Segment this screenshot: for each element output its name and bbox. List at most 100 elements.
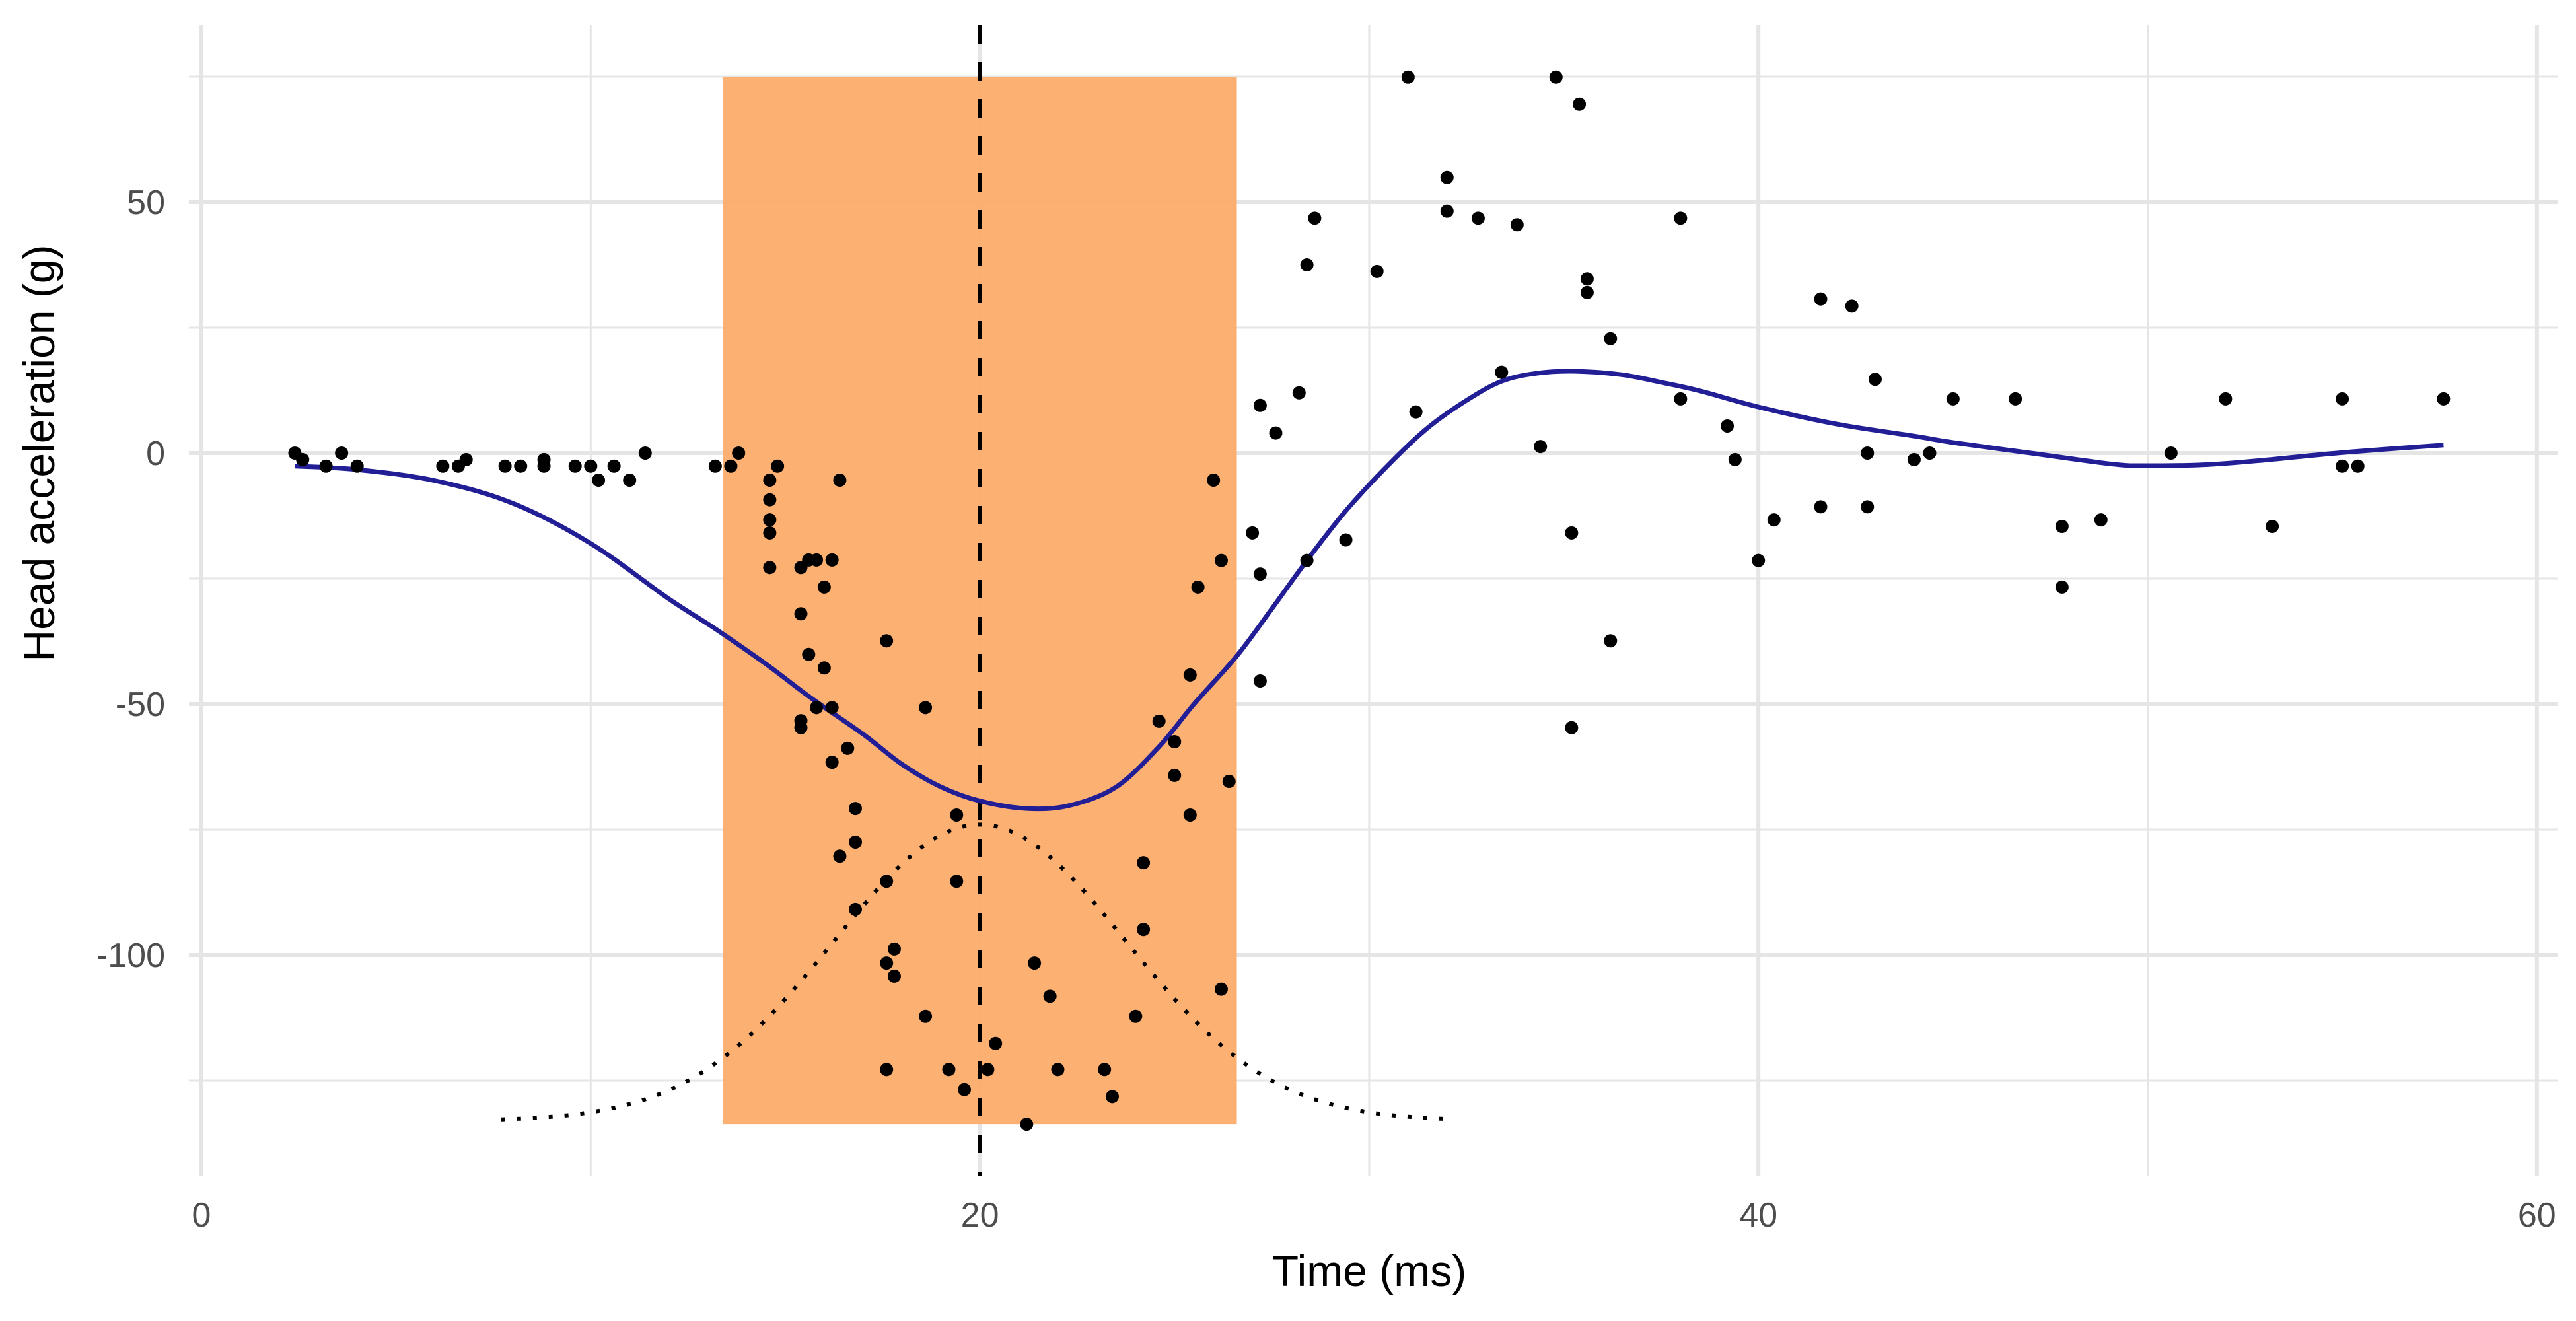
data-point xyxy=(2437,392,2451,406)
data-point xyxy=(919,1009,933,1023)
data-point xyxy=(1440,170,1454,184)
data-point xyxy=(1674,211,1688,225)
data-point xyxy=(763,493,777,507)
data-point xyxy=(1308,211,1322,225)
data-point xyxy=(2009,392,2022,406)
data-point xyxy=(1028,956,1042,970)
data-point xyxy=(880,1063,894,1077)
data-point xyxy=(1674,392,1688,406)
data-point xyxy=(592,474,606,487)
grid-layer xyxy=(189,25,2558,1176)
data-point xyxy=(638,446,652,460)
data-point xyxy=(1923,446,1937,460)
data-point xyxy=(825,756,839,769)
y-tick-label: 50 xyxy=(127,184,165,222)
data-point xyxy=(1752,553,1766,567)
data-point xyxy=(1580,285,1594,299)
data-point xyxy=(794,721,808,734)
data-point xyxy=(1168,768,1182,782)
data-point xyxy=(1580,272,1594,286)
reference-layer xyxy=(501,25,1455,1176)
data-point xyxy=(1573,97,1587,111)
data-point xyxy=(1269,426,1283,440)
data-point xyxy=(887,942,901,956)
data-point xyxy=(1565,526,1579,540)
data-point xyxy=(1129,1009,1143,1023)
data-point xyxy=(537,459,551,473)
data-point xyxy=(1168,735,1182,748)
gaussian-dotted-curve xyxy=(501,822,1455,1122)
data-point xyxy=(763,513,777,527)
y-tick-label: 0 xyxy=(146,435,165,473)
data-point xyxy=(1471,211,1485,225)
data-point xyxy=(459,452,473,466)
data-point xyxy=(841,741,855,755)
data-point xyxy=(1253,398,1267,412)
data-point xyxy=(1214,982,1228,996)
data-point xyxy=(436,459,450,473)
data-point xyxy=(1020,1118,1034,1131)
data-point xyxy=(1767,513,1781,527)
data-point xyxy=(1401,70,1415,84)
data-point xyxy=(763,526,777,540)
y-tick-label: -50 xyxy=(116,686,165,724)
data-point xyxy=(2094,513,2108,527)
data-point xyxy=(981,1063,995,1077)
data-point xyxy=(810,553,824,567)
data-point xyxy=(1137,923,1151,937)
data-point xyxy=(1861,500,1875,514)
data-point xyxy=(514,459,528,473)
data-point xyxy=(708,459,722,473)
data-point xyxy=(623,474,637,487)
data-point xyxy=(1222,775,1236,789)
data-point xyxy=(2351,459,2365,473)
data-point xyxy=(802,647,816,661)
data-point xyxy=(1253,674,1267,688)
data-point xyxy=(2055,580,2069,594)
data-point xyxy=(584,459,598,473)
data-point xyxy=(1300,258,1314,271)
data-point xyxy=(942,1063,956,1077)
data-point xyxy=(498,459,512,473)
data-point xyxy=(763,474,777,487)
x-axis-title: Time (ms) xyxy=(1272,1246,1467,1295)
data-point xyxy=(1191,580,1205,594)
data-point xyxy=(887,969,901,983)
data-point xyxy=(1721,419,1735,433)
x-tick-label: 0 xyxy=(192,1196,211,1234)
data-point xyxy=(350,459,364,473)
data-point xyxy=(1814,292,1828,306)
data-point xyxy=(1549,70,1563,84)
point-layer xyxy=(288,70,2451,1131)
data-point xyxy=(2219,392,2233,406)
data-point xyxy=(1370,264,1384,278)
data-point xyxy=(950,808,964,822)
data-point xyxy=(1214,553,1228,567)
data-point xyxy=(1292,386,1306,400)
data-point xyxy=(1043,989,1057,1003)
data-point xyxy=(989,1036,1003,1050)
data-point xyxy=(1604,634,1618,648)
x-tick-label: 60 xyxy=(2518,1196,2556,1234)
data-point xyxy=(817,661,831,675)
data-point xyxy=(2336,392,2349,406)
data-point xyxy=(568,459,582,473)
data-point xyxy=(763,561,777,575)
y-tick-label: -100 xyxy=(96,937,165,975)
data-point xyxy=(1300,553,1314,567)
data-point xyxy=(1495,365,1509,379)
data-point xyxy=(958,1083,972,1096)
data-point xyxy=(833,474,847,487)
data-point xyxy=(1105,1090,1119,1104)
data-point xyxy=(849,802,863,816)
data-point xyxy=(1510,218,1524,232)
data-point xyxy=(1728,452,1742,466)
data-point xyxy=(880,634,894,648)
data-point xyxy=(2266,519,2279,533)
data-point xyxy=(1868,373,1882,386)
data-point xyxy=(849,902,863,916)
data-point xyxy=(1183,808,1197,822)
x-tick-labels: 0 20 40 60 xyxy=(192,1196,2556,1234)
data-point xyxy=(825,553,839,567)
